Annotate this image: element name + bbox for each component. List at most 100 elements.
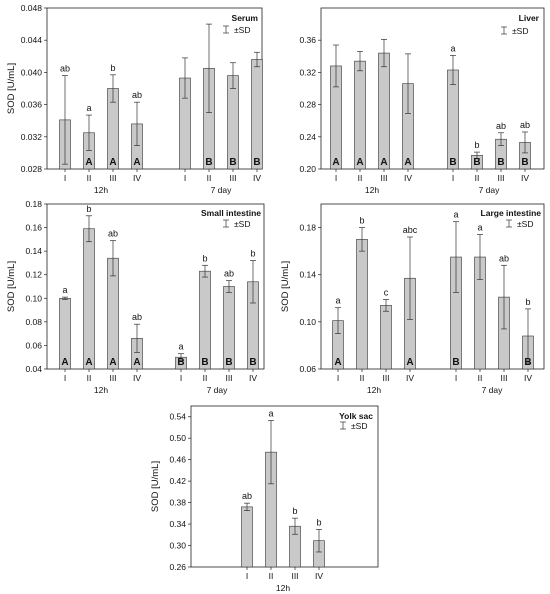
y-tick-label: 0.20 xyxy=(299,164,316,174)
group-letter: A xyxy=(334,357,341,368)
significance-letter: ab xyxy=(108,229,118,239)
chart-serum: 0.028 0.032 0.036 0.040 0.044 0.048 SOD [U/mL]… xyxy=(6,3,263,195)
x-tick-label: IV xyxy=(521,173,529,183)
x-tick-label: III xyxy=(109,373,116,383)
y-tick-label: 0.14 xyxy=(299,270,316,280)
x-tick-label: III xyxy=(382,373,389,383)
y-tick-label: 0.36 xyxy=(299,35,316,45)
y-tick-label: 0.048 xyxy=(21,3,43,13)
significance-letter: a xyxy=(178,342,183,352)
group-letter: B xyxy=(205,157,212,168)
group-letter: B xyxy=(521,157,528,168)
significance-letter: ab xyxy=(224,269,234,279)
group-letter: B xyxy=(497,157,504,168)
x-tick-label: II xyxy=(203,373,208,383)
group-letter: B xyxy=(225,357,232,368)
chart-small-intestine: 0.04 0.06 0.08 0.10 0.12 0.14 0.16 0.18 SOD [U/m… xyxy=(6,199,265,395)
y-axis-label: SOD [U/mL] xyxy=(150,461,161,512)
significance-letter: b xyxy=(474,140,479,150)
y-tick-label: 0.06 xyxy=(299,364,316,374)
x-tick-label: III xyxy=(291,571,298,581)
x-tick-label: II xyxy=(360,373,365,383)
group-label: 12h xyxy=(94,185,108,195)
group-letter: B xyxy=(452,357,459,368)
x-tick-label: III xyxy=(229,173,236,183)
group-letter: A xyxy=(332,157,339,168)
group-letter: B xyxy=(253,157,260,168)
y-tick-label: 0.42 xyxy=(169,476,186,486)
legend-label: ±SD xyxy=(351,421,367,431)
significance-letter: a xyxy=(62,285,67,295)
x-tick-label: II xyxy=(358,173,363,183)
group-letter: B xyxy=(524,357,531,368)
significance-letter: b xyxy=(292,506,297,516)
x-tick-label: I xyxy=(180,373,182,383)
chart-large-intestine: 0.06 0.10 0.14 0.18 SOD [U/mL] Large intestin… xyxy=(280,203,545,395)
group-letter: B xyxy=(229,157,236,168)
x-tick-label: IV xyxy=(133,373,141,383)
chart-yolk-sac: 0.26 0.30 0.34 0.38 0.42 0.46 0.50 0.54 SOD [U/m… xyxy=(150,405,379,593)
bar xyxy=(241,506,253,568)
y-tick-label: 0.26 xyxy=(169,562,186,572)
x-tick-label: IV xyxy=(315,571,323,581)
significance-letter: b xyxy=(525,297,530,307)
y-axis-label: SOD [U/mL] xyxy=(6,261,17,312)
significance-letter: abc xyxy=(403,225,418,235)
bar xyxy=(356,239,368,370)
y-tick-label: 0.10 xyxy=(25,293,42,303)
group-letter: A xyxy=(133,157,140,168)
y-tick-label: 0.38 xyxy=(169,498,186,508)
significance-letter: a xyxy=(477,223,482,233)
x-tick-label: IV xyxy=(406,373,414,383)
chart-title: Liver xyxy=(519,13,540,23)
group-letter: B xyxy=(177,357,184,368)
x-tick-label: I xyxy=(64,173,66,183)
plot-frame xyxy=(320,203,545,370)
significance-letter: b xyxy=(86,204,91,214)
legend-label: ±SD xyxy=(234,25,250,35)
y-tick-label: 0.10 xyxy=(299,317,316,327)
y-tick-label: 0.08 xyxy=(25,317,42,327)
significance-letter: ab xyxy=(132,312,142,322)
significance-letter: a xyxy=(453,210,458,220)
group-label: 7 day xyxy=(207,385,229,395)
y-tick-label: 0.04 xyxy=(25,364,42,374)
y-tick-label: 0.028 xyxy=(21,164,43,174)
group-label: 7 day xyxy=(211,185,233,195)
y-tick-label: 0.24 xyxy=(299,132,316,142)
group-label: 12h xyxy=(94,385,108,395)
y-tick-label: 0.18 xyxy=(25,199,42,209)
legend: ±SD xyxy=(223,219,250,229)
y-tick-label: 0.28 xyxy=(299,100,316,110)
significance-letter: ab xyxy=(60,64,70,74)
x-tick-label: IV xyxy=(404,173,412,183)
x-tick-label: II xyxy=(87,373,92,383)
x-tick-label: IV xyxy=(524,373,532,383)
group-letter: A xyxy=(380,157,387,168)
significance-letter: b xyxy=(110,63,115,73)
x-tick-label: II xyxy=(475,173,480,183)
x-tick-label: IV xyxy=(249,373,257,383)
chart-title: Small intestine xyxy=(201,208,261,218)
group-letter: A xyxy=(85,357,92,368)
significance-letter: b xyxy=(316,517,321,527)
group-letter: A xyxy=(404,157,411,168)
y-tick-label: 0.044 xyxy=(21,35,43,45)
group-letter: B xyxy=(249,357,256,368)
bar xyxy=(227,75,239,170)
plot-frame xyxy=(190,405,379,568)
significance-letter: ab xyxy=(520,120,530,130)
y-tick-label: 0.032 xyxy=(21,132,43,142)
x-tick-label: I xyxy=(455,373,457,383)
chart-title: Yolk sac xyxy=(339,411,373,421)
x-tick-label: II xyxy=(478,373,483,383)
y-tick-label: 0.06 xyxy=(25,340,42,350)
y-tick-label: 0.12 xyxy=(25,270,42,280)
legend-label: ±SD xyxy=(517,219,533,229)
x-tick-label: IV xyxy=(253,173,261,183)
group-label: 12h xyxy=(276,583,290,593)
x-tick-label: II xyxy=(269,571,274,581)
significance-letter: c xyxy=(384,287,389,297)
y-tick-label: 0.18 xyxy=(299,223,316,233)
